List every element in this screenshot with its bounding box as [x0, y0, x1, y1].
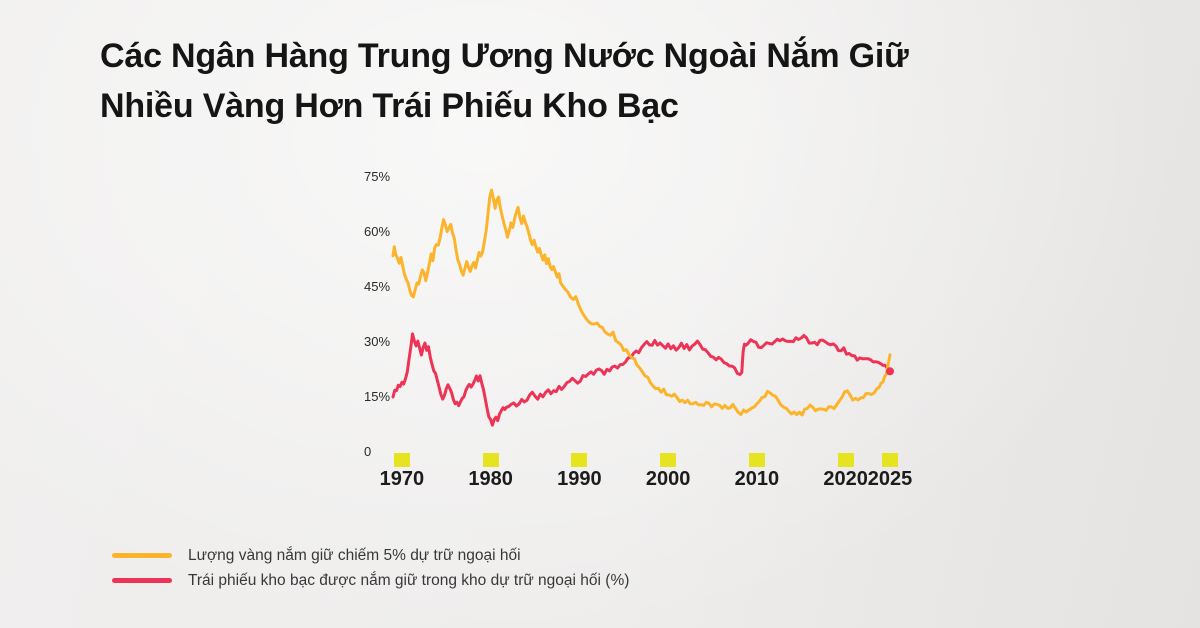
- legend-row: Lượng vàng nắm giữ chiếm 5% dự trữ ngoại…: [112, 543, 629, 568]
- treasury-line-end-dot: [886, 367, 894, 376]
- y-axis-tick-label: 75%: [364, 169, 391, 184]
- treasuries-line: [391, 332, 892, 427]
- x-axis-tick-marker: [482, 453, 499, 467]
- x-axis-tick-marker: [571, 453, 588, 467]
- y-axis-tick-label: 60%: [364, 224, 391, 239]
- page-title: Các Ngân Hàng Trung Ương Nước Ngoài Nắm …: [100, 31, 909, 131]
- page-title-line-1: Các Ngân Hàng Trung Ương Nước Ngoài Nắm …: [100, 37, 909, 75]
- legend-swatch-treasury-line: [112, 578, 172, 583]
- x-axis-tick-label: 2025: [867, 468, 913, 490]
- x-axis-tick-label: 2000: [645, 468, 691, 490]
- page-title-line-2: Nhiều Vàng Hơn Trái Phiếu Kho Bạc: [100, 87, 679, 125]
- y-axis-tick-label: 30%: [364, 334, 391, 349]
- x-axis-tick-label: 2020: [823, 468, 868, 490]
- y-axis-tick-label: 0: [364, 444, 372, 459]
- legend-swatch-gold-line: [112, 553, 172, 558]
- x-axis-tick-label: 1990: [557, 468, 602, 490]
- legend-label-gold: Lượng vàng nắm giữ chiếm 5% dự trữ ngoại…: [188, 546, 521, 564]
- x-axis-tick-marker: [748, 453, 765, 467]
- y-axis-tick-label: 45%: [364, 279, 391, 294]
- x-axis-tick-marker: [882, 453, 898, 467]
- x-axis-tick-marker: [393, 453, 410, 467]
- x-axis-tick-label: 1980: [468, 468, 513, 490]
- legend-label-treasury: Trái phiếu kho bạc được nắm giữ trong kh…: [188, 571, 630, 589]
- legend: Lượng vàng nắm giữ chiếm 5% dự trữ ngoại…: [112, 543, 629, 593]
- legend-row: Trái phiếu kho bạc được nắm giữ trong kh…: [112, 568, 629, 593]
- x-axis-tick-label: 1970: [379, 468, 425, 490]
- x-axis-tick-marker: [660, 453, 677, 467]
- gold-line: [391, 188, 892, 417]
- x-axis-tick-label: 2010: [734, 468, 780, 490]
- y-axis-tick-label: 15%: [364, 389, 391, 404]
- x-axis-tick-marker: [837, 453, 854, 467]
